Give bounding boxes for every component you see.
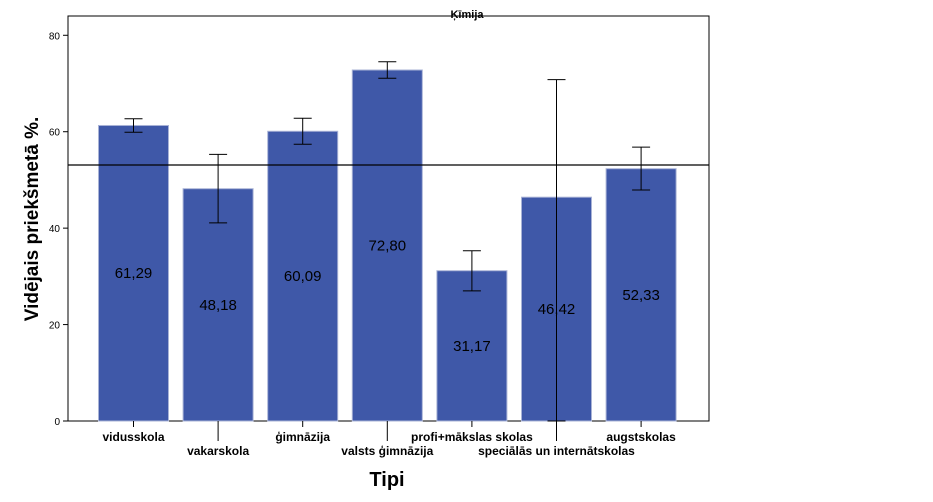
y-axis-label: Vidējais priekšmetā %.	[22, 117, 43, 322]
bar-value-label: 72,80	[369, 238, 407, 255]
bar-value-label: 31,17	[453, 338, 491, 355]
bar-value-label: 48,18	[199, 297, 237, 314]
x-tick-label: ģimnāzija	[275, 430, 330, 444]
chart-title: Ķīmija	[450, 9, 484, 21]
bar	[605, 168, 677, 422]
y-tick-label: 40	[49, 224, 61, 235]
y-tick-label: 80	[49, 31, 61, 42]
y-tick-label: 60	[49, 128, 61, 139]
x-tick-label: vakarskola	[187, 444, 249, 458]
bar-value-label: 46,42	[538, 301, 576, 318]
y-tick-label: 0	[54, 417, 60, 428]
x-tick-label: profi+mākslas skolas	[411, 430, 533, 444]
bar	[182, 188, 254, 422]
y-tick-label: 20	[49, 321, 61, 332]
x-tick-label: vidusskola	[102, 430, 164, 444]
bar-value-label: 60,09	[284, 268, 322, 285]
x-tick-label: augstskolas	[606, 430, 676, 444]
bar-value-label: 52,33	[622, 287, 660, 304]
bar-value-label: 61,29	[115, 265, 153, 282]
x-tick-label: valsts ģimnāzija	[341, 444, 433, 458]
bar	[351, 69, 423, 422]
x-tick-label: speciālās un internātskolas	[478, 444, 635, 458]
x-axis-label: Tipi	[369, 469, 404, 491]
